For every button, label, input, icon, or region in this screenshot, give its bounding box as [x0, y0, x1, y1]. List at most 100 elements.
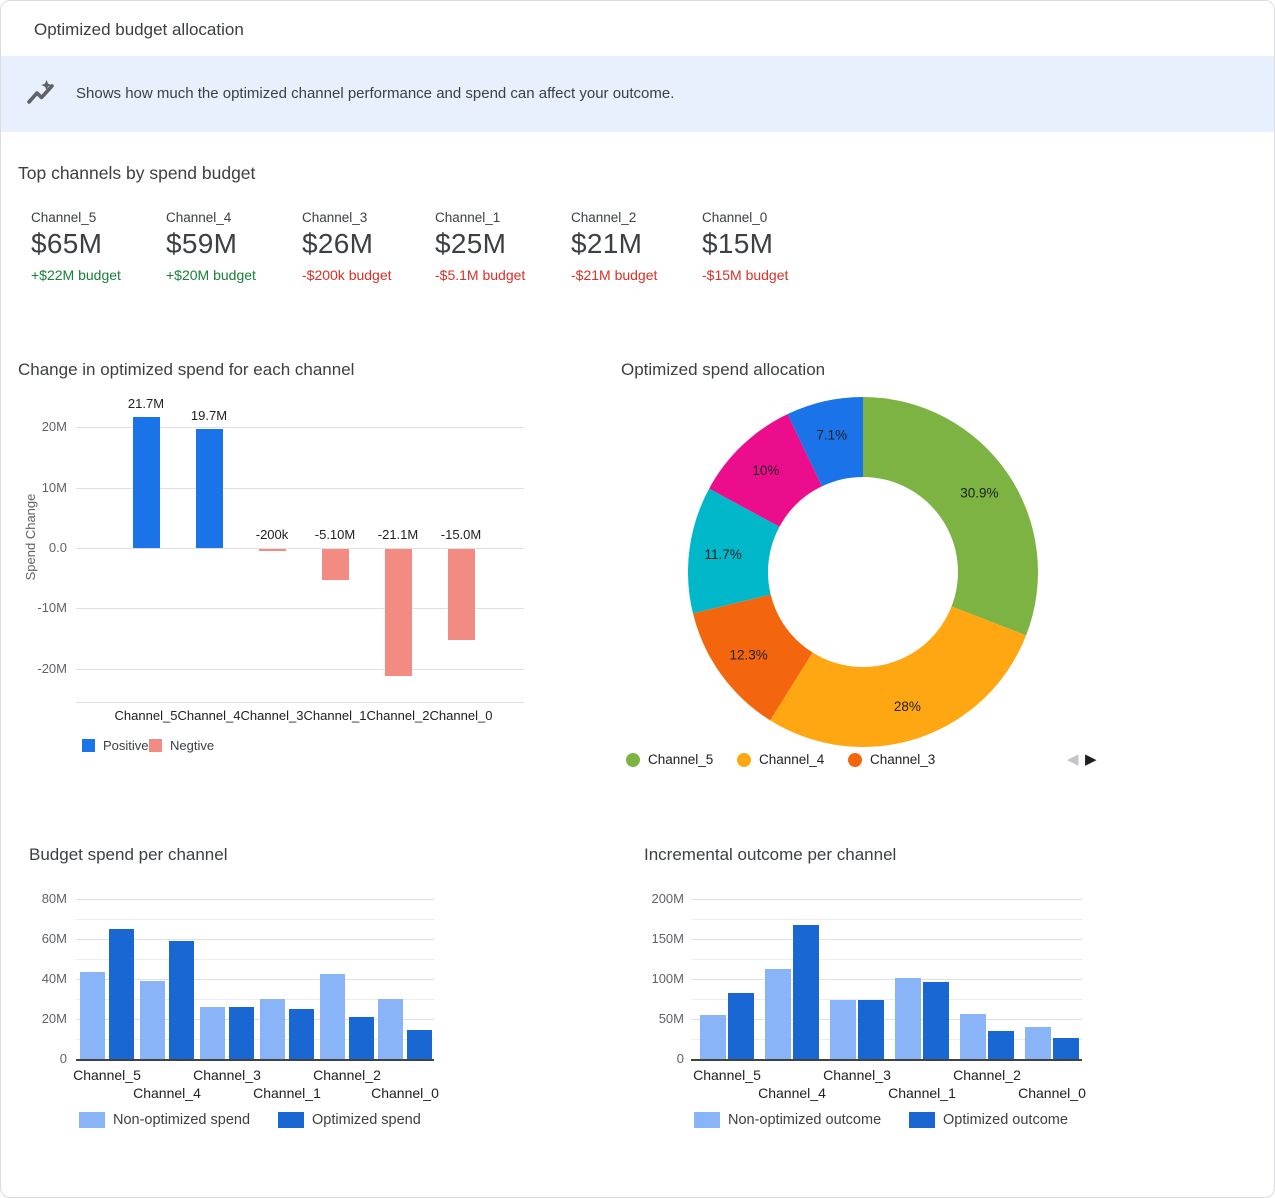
legend-label: Optimized outcome — [943, 1112, 1068, 1128]
bar[interactable] — [384, 549, 412, 677]
channel-spend-value: $15M — [702, 228, 774, 259]
slice-percent-label: 10% — [752, 463, 779, 478]
y-tick-label: 60M — [41, 931, 67, 946]
chart-title: Optimized spend allocation — [621, 360, 826, 379]
bar[interactable] — [923, 982, 949, 1059]
channel-budget-delta: +$22M budget — [31, 267, 121, 283]
legend-item[interactable]: Non-optimized outcome — [694, 1112, 881, 1128]
legend-swatch — [79, 1112, 105, 1128]
bar[interactable] — [960, 1014, 986, 1059]
legend-swatch — [626, 752, 640, 767]
slice-percent-label: 11.7% — [705, 547, 742, 562]
gridline — [76, 959, 434, 960]
x-axis-line — [691, 1059, 1082, 1061]
gridline — [76, 979, 434, 980]
bar[interactable] — [1053, 1038, 1079, 1059]
x-axis-label: Channel_3 — [823, 1067, 891, 1083]
x-axis-label: Channel_5 — [693, 1067, 761, 1083]
bar[interactable] — [140, 981, 165, 1059]
legend-item[interactable]: Optimized spend — [278, 1112, 421, 1128]
channel-name: Channel_0 — [702, 210, 768, 225]
legend-item[interactable]: Non-optimized spend — [79, 1112, 250, 1128]
plot-bottom-edge — [76, 702, 524, 703]
bar[interactable] — [200, 1007, 225, 1059]
bar[interactable] — [258, 549, 286, 551]
incremental-outcome-chart: Incremental outcome per channel 200M 150M… — [621, 831, 1274, 1161]
legend-swatch — [848, 752, 862, 767]
channel-spend-value: $25M — [435, 228, 507, 259]
spend-allocation-chart: Optimized spend allocation 30.9% 28% 12.3%… — [561, 346, 1121, 796]
channel-spend-value: $21M — [571, 228, 643, 259]
bar[interactable] — [793, 925, 819, 1059]
x-axis-label: Channel_1 — [888, 1085, 956, 1101]
y-tick-label: 150M — [651, 931, 684, 946]
bar[interactable] — [407, 1030, 432, 1059]
bar[interactable] — [765, 969, 791, 1059]
bar[interactable] — [195, 429, 223, 548]
donut-slice[interactable] — [688, 488, 780, 614]
legend-item[interactable]: Channel_5 — [626, 752, 713, 767]
bar[interactable] — [895, 978, 921, 1059]
legend-swatch — [278, 1112, 304, 1128]
panel-title: Optimized budget allocation — [34, 20, 244, 39]
top-channels-title: Top channels by spend budget — [18, 163, 256, 183]
x-axis-label: Channel_0 — [1018, 1085, 1086, 1101]
channel-budget-delta: -$5.1M budget — [435, 267, 526, 283]
donut-chart: 30.9% 28% 12.3% 11.7% 10% 7.1% — [688, 397, 1038, 747]
gridline — [76, 608, 524, 610]
slice-percent-label: 12.3% — [730, 648, 768, 663]
x-axis-label: Channel_2 — [953, 1067, 1021, 1083]
bar[interactable] — [728, 993, 754, 1059]
gridline — [76, 1019, 434, 1020]
bar[interactable] — [132, 416, 160, 548]
legend-item[interactable]: Negtive — [149, 738, 214, 753]
bar[interactable] — [378, 999, 403, 1059]
legend-item[interactable]: Positive — [82, 738, 149, 753]
donut-slice[interactable] — [863, 397, 1038, 636]
donut-slice[interactable] — [692, 594, 813, 721]
channel-spend-value: $65M — [31, 228, 103, 259]
bar[interactable] — [260, 999, 285, 1059]
channel-card: Channel_1 $25M -$5.1M budget — [435, 210, 565, 283]
donut-slice[interactable] — [770, 606, 1027, 747]
legend-swatch — [82, 739, 95, 752]
channel-card: Channel_0 $15M -$15M budget — [702, 210, 832, 283]
bar[interactable] — [349, 1017, 374, 1059]
page-next-arrow[interactable]: ▶ — [1085, 751, 1097, 768]
donut-slice[interactable] — [787, 397, 863, 487]
y-tick-label: 0.0 — [48, 540, 67, 555]
bar[interactable] — [447, 549, 475, 640]
bar[interactable] — [289, 1009, 314, 1059]
gridline — [691, 959, 1082, 960]
legend-label: Channel_4 — [759, 752, 825, 767]
legend-item[interactable]: Channel_3 — [848, 752, 935, 767]
gridline — [691, 919, 1082, 920]
legend-swatch — [149, 739, 162, 752]
bar[interactable] — [169, 941, 194, 1059]
channel-budget-delta: +$20M budget — [166, 267, 256, 283]
bar[interactable] — [988, 1031, 1014, 1059]
bar[interactable] — [229, 1007, 254, 1059]
bar[interactable] — [858, 999, 884, 1059]
y-tick-label: 50M — [658, 1011, 684, 1026]
gridline — [691, 979, 1082, 980]
page-prev-arrow[interactable]: ◀ — [1067, 751, 1079, 768]
legend-label: Non-optimized spend — [113, 1112, 251, 1128]
y-tick-label: 20M — [41, 419, 67, 435]
bar[interactable] — [321, 549, 349, 580]
gridline — [691, 1019, 1082, 1020]
bar[interactable] — [830, 999, 856, 1059]
donut-slice[interactable] — [709, 414, 823, 527]
bar[interactable] — [700, 1015, 726, 1059]
legend-item[interactable]: Optimized outcome — [909, 1112, 1068, 1128]
x-axis-label: Channel_1 — [303, 708, 367, 723]
panel-header: Optimized budget allocation — [1, 1, 1274, 56]
bar[interactable] — [109, 929, 134, 1059]
channel-name: Channel_4 — [166, 210, 232, 225]
legend-item[interactable]: Channel_4 — [737, 752, 824, 767]
bar[interactable] — [80, 972, 105, 1059]
bar[interactable] — [320, 974, 345, 1059]
bar[interactable] — [1025, 1027, 1051, 1059]
y-tick-label: -20M — [37, 660, 67, 676]
